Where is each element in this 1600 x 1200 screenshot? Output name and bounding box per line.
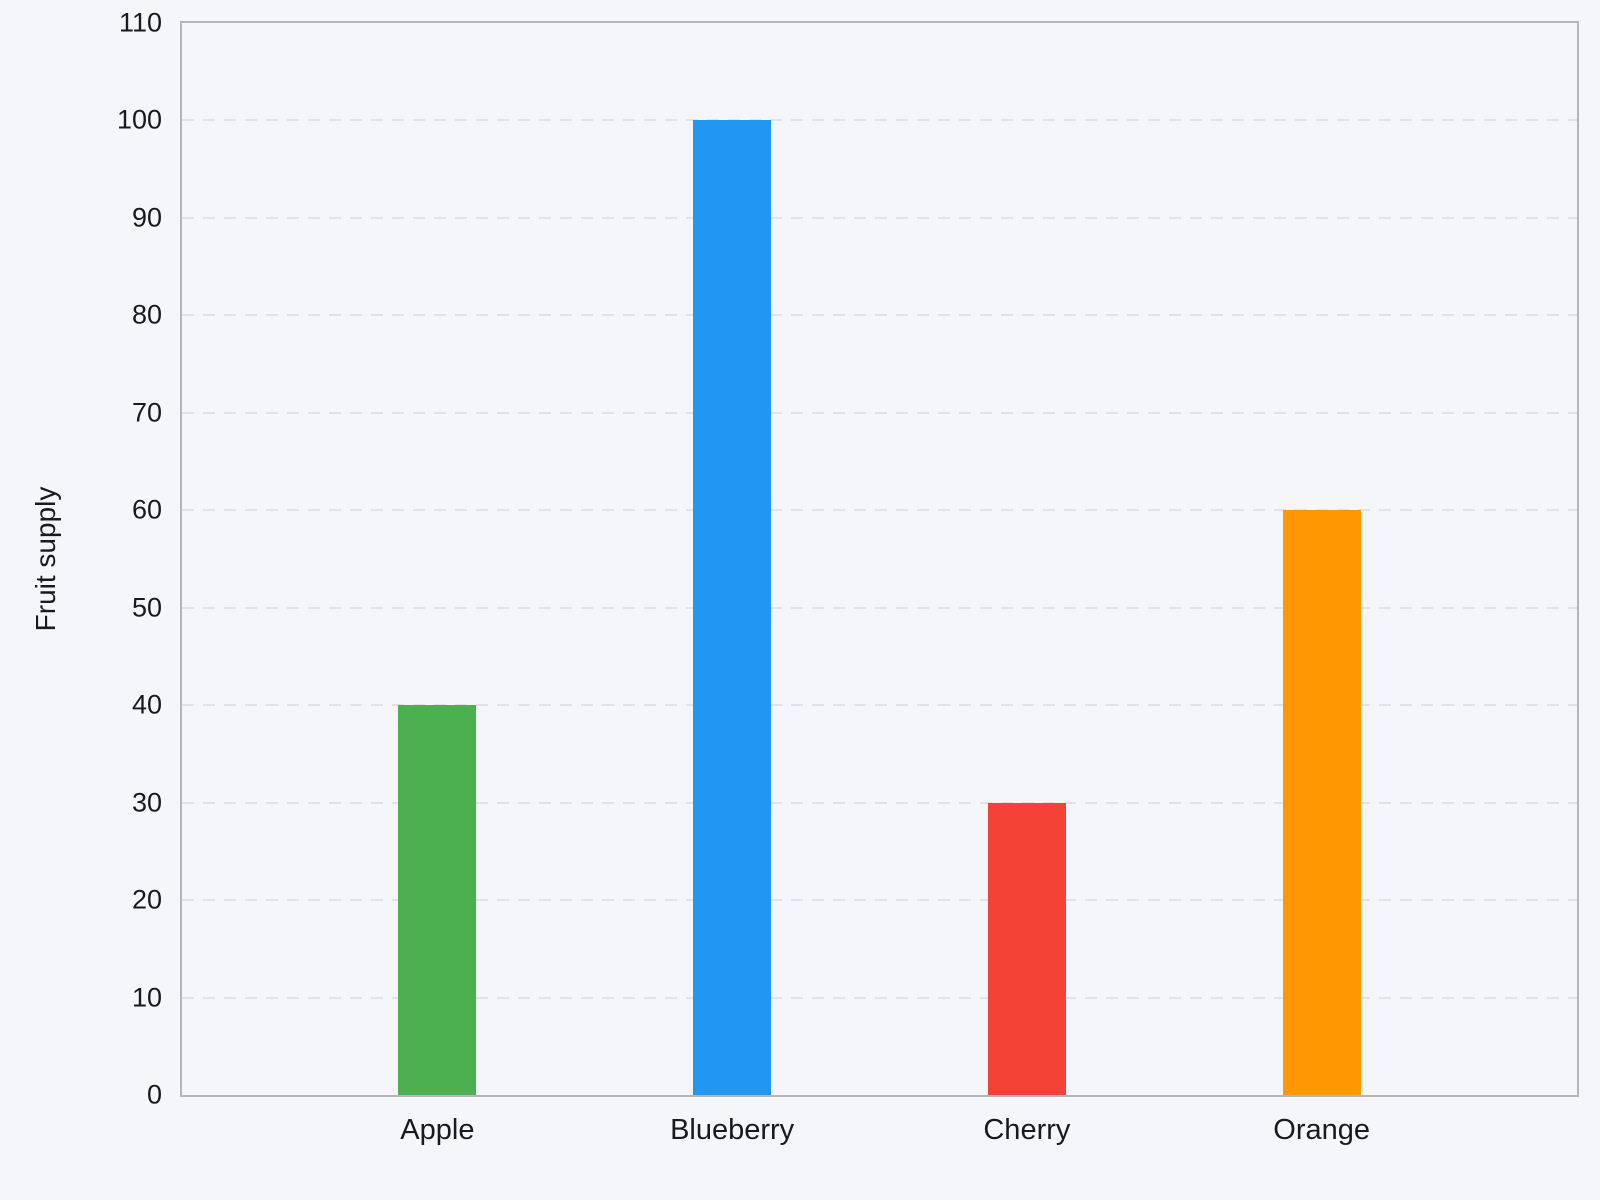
y-tick-label-20: 20 xyxy=(131,884,162,915)
gridline-90 xyxy=(182,216,1577,219)
y-tick-label-50: 50 xyxy=(131,592,162,623)
x-category-label-blueberry: Blueberry xyxy=(670,1114,795,1146)
y-tick-label-100: 100 xyxy=(116,104,162,135)
y-tick-label-110: 110 xyxy=(118,7,162,38)
y-tick-label-30: 30 xyxy=(131,787,162,818)
bar-apple xyxy=(398,705,477,1095)
gridline-40 xyxy=(182,704,1577,707)
bar-cherry xyxy=(987,802,1066,1095)
y-tick-label-40: 40 xyxy=(131,689,162,720)
gridline-20 xyxy=(182,899,1577,902)
gridline-50 xyxy=(182,606,1577,609)
x-category-label-apple: Apple xyxy=(400,1114,475,1146)
gridline-100 xyxy=(182,119,1577,122)
bar-blueberry xyxy=(693,120,772,1095)
y-tick-label-70: 70 xyxy=(131,397,162,428)
x-category-label-orange: Orange xyxy=(1273,1114,1370,1146)
gridline-80 xyxy=(182,314,1577,317)
gridline-30 xyxy=(182,801,1577,804)
y-tick-label-90: 90 xyxy=(131,202,162,233)
y-tick-label-10: 10 xyxy=(131,982,162,1013)
y-tick-label-60: 60 xyxy=(131,494,162,525)
y-tick-label-0: 0 xyxy=(146,1079,162,1110)
plot-area xyxy=(180,21,1579,1097)
y-tick-label-80: 80 xyxy=(131,299,162,330)
x-category-label-cherry: Cherry xyxy=(983,1114,1071,1146)
gridline-60 xyxy=(182,509,1577,512)
gridline-70 xyxy=(182,411,1577,414)
bar-orange xyxy=(1282,510,1361,1095)
gridline-10 xyxy=(182,996,1577,999)
